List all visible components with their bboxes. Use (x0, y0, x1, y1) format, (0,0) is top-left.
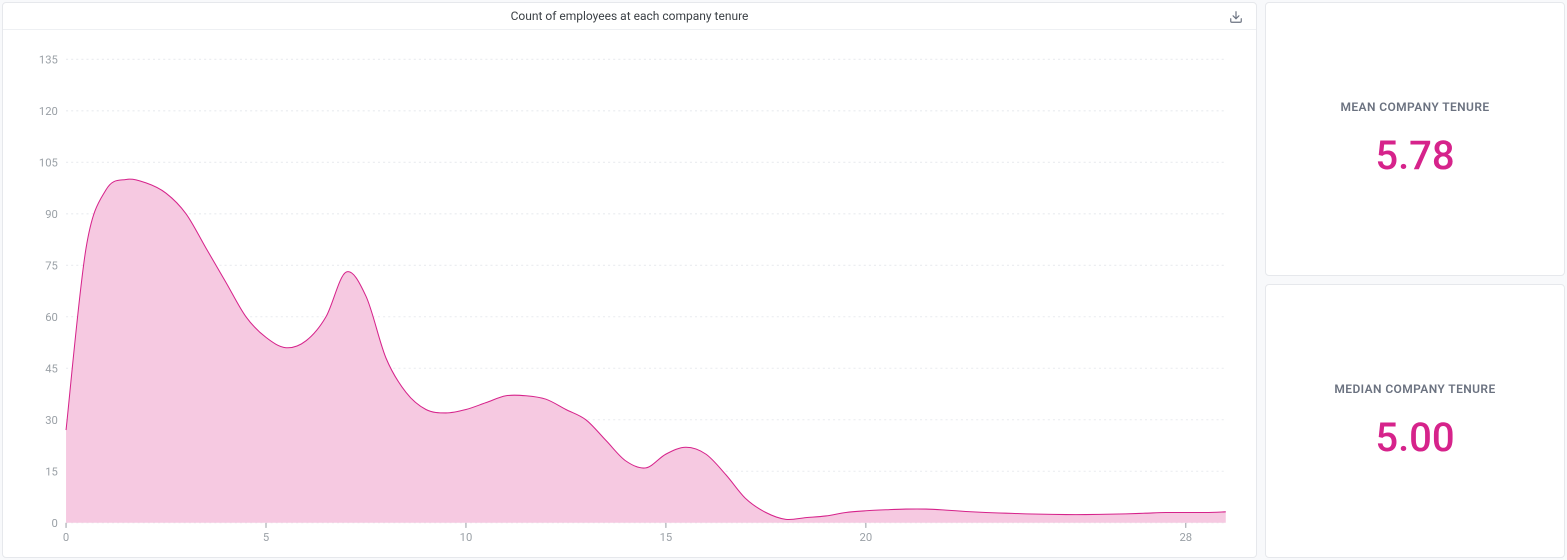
y-axis-label: 60 (45, 311, 58, 324)
chart-title: Count of employees at each company tenur… (511, 9, 749, 23)
y-axis-label: 15 (45, 465, 58, 478)
x-axis-label: 15 (660, 531, 673, 544)
y-axis-label: 0 (52, 517, 58, 530)
x-axis-label: 0 (63, 531, 69, 544)
median-tenure-value: 5.00 (1375, 414, 1454, 461)
tenure-area-chart: 0 15 30 45 60 75 90 105 120 135 0 5 10 15 20 28 (19, 36, 1236, 547)
y-axis-label: 75 (45, 259, 58, 272)
download-button[interactable] (1226, 7, 1246, 27)
median-tenure-label: MEDIAN COMPANY TENURE (1334, 382, 1495, 396)
y-axis-label: 135 (39, 53, 58, 66)
chart-panel: Count of employees at each company tenur… (2, 2, 1257, 558)
mean-tenure-value: 5.78 (1375, 132, 1454, 179)
area-fill (66, 179, 1226, 523)
mean-tenure-card: MEAN COMPANY TENURE 5.78 (1265, 2, 1565, 276)
y-axis-label: 90 (45, 208, 58, 221)
dashboard: Count of employees at each company tenur… (2, 2, 1565, 558)
median-tenure-card: MEDIAN COMPANY TENURE 5.00 (1265, 284, 1565, 558)
y-axis-label: 45 (45, 362, 58, 375)
download-icon (1229, 10, 1243, 24)
mean-tenure-label: MEAN COMPANY TENURE (1340, 100, 1489, 114)
y-axis-label: 30 (45, 414, 58, 427)
chart-body: 0 15 30 45 60 75 90 105 120 135 0 5 10 15 20 28 (3, 30, 1256, 557)
y-axis-label: 120 (39, 105, 58, 118)
chart-header: Count of employees at each company tenur… (3, 3, 1256, 30)
x-axis-label: 5 (263, 531, 269, 544)
x-axis-label: 28 (1179, 531, 1192, 544)
x-axis-label: 10 (460, 531, 473, 544)
metrics-column: MEAN COMPANY TENURE 5.78 MEDIAN COMPANY … (1265, 2, 1565, 558)
y-axis-label: 105 (39, 156, 58, 169)
x-axis-label: 20 (860, 531, 873, 544)
